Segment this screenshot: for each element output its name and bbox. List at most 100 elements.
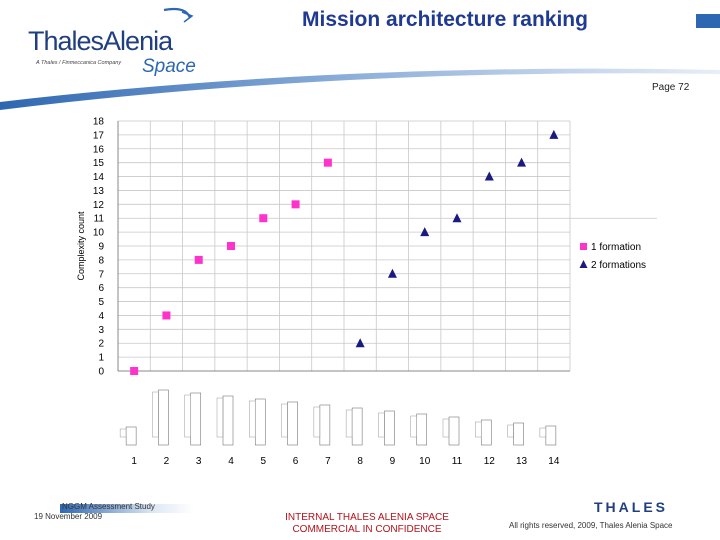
label-glyph-box <box>222 395 234 446</box>
label-glyph-box <box>319 404 331 446</box>
x-tick-label: 14 <box>548 456 560 467</box>
y-tick-label: 10 <box>93 228 105 239</box>
rotated-category-label <box>119 426 137 446</box>
header-swoosh <box>0 68 720 110</box>
thales-alenia-space-logo: ThalesAlenia A Thales / Finmeccanica Com… <box>28 7 196 77</box>
label-glyph-box <box>378 412 385 438</box>
label-glyph-box <box>158 389 169 446</box>
label-glyph-box <box>475 421 482 438</box>
rotated-category-label <box>410 413 428 446</box>
corner-decoration <box>696 14 720 28</box>
x-tick-label: 6 <box>293 456 299 467</box>
label-glyph-box <box>125 426 137 446</box>
legend-marker-2-formations <box>579 260 588 268</box>
label-glyph-box <box>513 422 524 446</box>
y-tick-label: 5 <box>98 297 104 308</box>
point-2-formations <box>420 227 430 237</box>
rotated-category-label <box>345 407 363 446</box>
point-2-formations <box>517 157 527 167</box>
confidential-line-2: COMMERCIAL IN CONFIDENCE <box>292 524 442 535</box>
x-tick-label: 3 <box>196 456 202 467</box>
footer-study: NGGM Assessment Study <box>62 502 155 511</box>
rotated-category-label <box>152 389 169 446</box>
y-tick-label: 12 <box>93 200 105 211</box>
y-tick-label: 8 <box>98 255 104 266</box>
legend-label: 2 formations <box>591 260 646 271</box>
rotated-category-label <box>184 392 202 446</box>
label-glyph-box <box>287 401 298 446</box>
legend-label: 1 formation <box>591 242 641 253</box>
label-glyph-box <box>184 394 191 438</box>
point-2-formations <box>355 338 365 348</box>
label-glyph-box <box>313 406 321 438</box>
point-1-formation <box>130 367 139 375</box>
x-tick-label: 7 <box>325 456 331 467</box>
label-glyph-box <box>190 392 202 446</box>
x-tick-label: 12 <box>484 456 496 467</box>
point-1-formation <box>227 242 235 250</box>
x-tick-label: 11 <box>452 456 463 467</box>
label-glyph-box <box>410 415 417 438</box>
rotated-category-label <box>378 410 395 446</box>
y-tick-label: 4 <box>98 311 104 322</box>
label-glyph-box <box>480 419 492 446</box>
y-tick-label: 17 <box>93 130 105 141</box>
page-title: Mission architecture ranking <box>302 8 588 31</box>
label-glyph-box <box>254 398 266 446</box>
logo-tagline: A Thales / Finmeccanica Company <box>35 60 122 66</box>
y-tick-label: 11 <box>94 214 105 225</box>
x-tick-label: 5 <box>261 456 267 467</box>
label-glyph-box <box>152 391 159 438</box>
x-tick-label: 8 <box>357 456 363 467</box>
x-tick-label: 10 <box>419 456 431 467</box>
footer-date: 19 November 2009 <box>34 512 103 521</box>
footer-bar <box>60 504 194 513</box>
point-1-formation <box>291 200 300 209</box>
thales-logo-text: THALES <box>594 500 668 514</box>
y-tick-label: 14 <box>93 172 105 183</box>
point-2-formations <box>484 171 494 181</box>
label-glyph-box <box>448 416 460 446</box>
point-2-formations <box>452 213 462 223</box>
x-tick-label: 2 <box>164 456 170 467</box>
rotated-category-label <box>216 395 234 446</box>
rotated-category-label <box>249 398 266 446</box>
point-1-formation <box>323 158 332 167</box>
label-glyph-box <box>351 407 363 446</box>
rotated-category-label <box>507 422 524 446</box>
logo-text-main: ThalesAlenia <box>28 26 174 56</box>
point-2-formations <box>387 268 397 278</box>
point-2-formations <box>549 129 559 139</box>
label-glyph-box <box>416 413 428 446</box>
label-glyph-box <box>442 418 450 438</box>
label-glyph-box <box>539 427 547 438</box>
page-number: Page 72 <box>652 82 690 93</box>
label-glyph-box <box>384 410 395 446</box>
y-tick-label: 2 <box>98 339 104 350</box>
label-glyph-box <box>216 397 224 438</box>
y-tick-label: 0 <box>98 367 104 378</box>
rotated-category-label <box>475 419 492 446</box>
label-glyph-box <box>345 409 353 438</box>
y-tick-label: 1 <box>98 353 104 364</box>
label-glyph-box <box>249 400 256 438</box>
label-glyph-box <box>119 428 127 438</box>
y-tick-label: 16 <box>93 144 105 155</box>
rotated-category-label <box>442 416 460 446</box>
footer-rights: All rights reserved, 2009, Thales Alenia… <box>509 521 673 530</box>
thales-logo: THALES <box>594 500 668 514</box>
label-glyph-box <box>545 425 557 446</box>
y-axis-label: Complexity count <box>76 211 86 281</box>
y-tick-label: 9 <box>98 242 104 253</box>
y-tick-label: 6 <box>98 283 104 294</box>
y-tick-label: 15 <box>93 158 105 169</box>
y-tick-label: 3 <box>98 325 104 336</box>
y-tick-label: 18 <box>93 117 105 128</box>
confidential-line-1: INTERNAL THALES ALENIA SPACE <box>285 512 449 523</box>
rotated-category-label <box>281 401 298 446</box>
label-glyph-box <box>507 424 514 438</box>
label-glyph-box <box>281 403 288 438</box>
y-tick-label: 7 <box>98 269 104 280</box>
logo-text-space: Space <box>142 56 196 77</box>
